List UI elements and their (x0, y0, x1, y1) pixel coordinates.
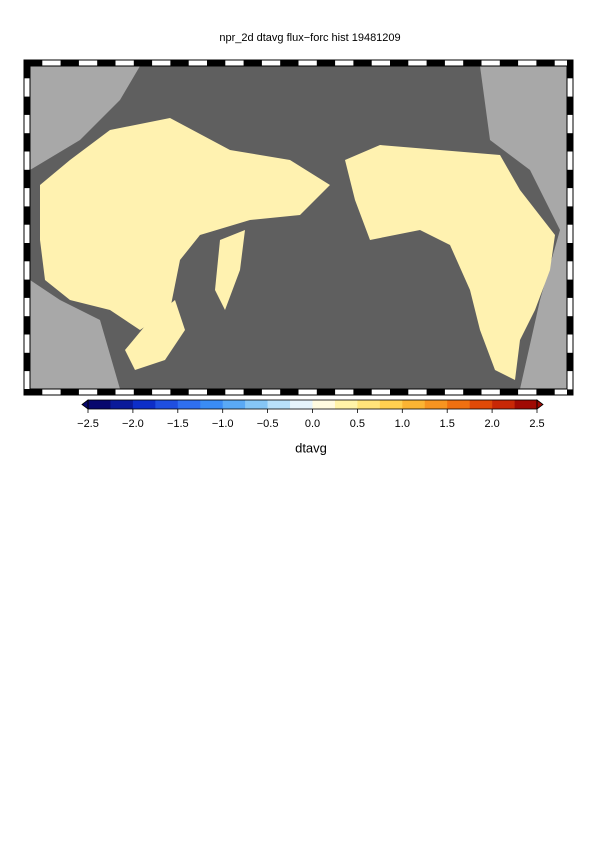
land-kamchatka (215, 230, 245, 310)
checker-cell (170, 389, 189, 395)
checker-cell (207, 60, 226, 66)
checker-cell (536, 60, 555, 66)
checker-cell (133, 389, 153, 395)
colorbar-swatch (402, 400, 426, 409)
checker-cell (280, 60, 299, 66)
colorbar-label: dtavg (295, 440, 327, 455)
colorbar-swatch (222, 400, 246, 409)
checker-cell (24, 60, 30, 79)
colorbar-swatch (514, 400, 538, 409)
map-title: npr_2d dtavg flux−forc hist 19481209 (219, 32, 400, 44)
checker-cell (390, 60, 409, 66)
checker-cell (316, 389, 336, 395)
colorbar-tick-label: 1.0 (395, 418, 410, 430)
land-japan (125, 300, 185, 370)
colorbar-swatch (110, 400, 134, 409)
colorbar-swatch (132, 400, 156, 409)
colorbar-swatch (424, 400, 448, 409)
colorbar-swatch (469, 400, 493, 409)
checker-cell (24, 316, 30, 335)
colorbar-swatch (200, 400, 223, 409)
colorbar-tick-label: 1.5 (440, 418, 455, 430)
colorbar-swatch (267, 400, 291, 409)
checker-cell (280, 389, 299, 395)
land-outside (30, 66, 140, 170)
checker-cell (97, 60, 116, 66)
colorbar-tick-label: 0.0 (305, 418, 320, 430)
checker-cell (463, 60, 482, 66)
colorbar-swatch (492, 400, 515, 409)
checker-cell (24, 389, 43, 395)
colorbar-swatch (177, 400, 201, 409)
checker-cell (243, 60, 262, 66)
checker-cell (567, 169, 573, 189)
colorbar-swatch (312, 400, 336, 409)
checker-cell (567, 352, 573, 372)
colorbar-swatch (290, 400, 313, 409)
checker-cell (567, 279, 573, 298)
checker-cell (243, 389, 262, 395)
land-outside (480, 66, 567, 389)
land-outside (30, 280, 120, 389)
checker-cell (353, 60, 372, 66)
colorbar-swatch (357, 400, 381, 409)
checker-cell (24, 169, 30, 189)
checker-cell (24, 133, 30, 152)
checker-cell (567, 389, 573, 395)
checker-cell (567, 96, 573, 115)
colorbar-tick-label: −0.5 (257, 418, 279, 430)
checker-cell (24, 279, 30, 298)
colorbar-tick-label: 2.5 (529, 418, 544, 430)
checker-cell (60, 389, 79, 395)
colorbar-tick-label: −2.5 (77, 418, 99, 430)
land-north-america (345, 145, 555, 380)
colorbar-swatch (447, 400, 470, 409)
checker-cell (567, 316, 573, 335)
checker-cell (353, 389, 372, 395)
checker-cell (499, 60, 519, 66)
checker-cell (24, 352, 30, 372)
checker-cell (24, 206, 30, 225)
checker-cell (316, 60, 336, 66)
checker-cell (133, 60, 153, 66)
colorbar-swatch (245, 400, 268, 409)
colorbar-swatch (155, 400, 179, 409)
frame-checker (24, 60, 573, 395)
land-asia (40, 118, 330, 330)
checker-cell (207, 389, 226, 395)
checker-cell (567, 206, 573, 225)
colorbar-tick-label: −1.5 (167, 418, 189, 430)
checker-cell (426, 389, 445, 395)
checker-cell (24, 389, 30, 395)
checker-cell (24, 96, 30, 115)
colorbar-tick-label: 0.5 (350, 418, 365, 430)
checker-cell (463, 389, 482, 395)
checker-cell (390, 389, 409, 395)
checker-cell (567, 60, 573, 79)
colorbar-swatch (379, 400, 403, 409)
colorbar: −2.5 −2.0 −1.5 −1.0 −0.5 0.0 0.5 1.0 1.5 2.0 2.5 (77, 399, 545, 430)
checker-cell (170, 60, 189, 66)
checker-cell (567, 133, 573, 152)
checker-cell (536, 389, 555, 395)
colorbar-tick-label: −2.0 (122, 418, 144, 430)
checker-cell (60, 60, 79, 66)
checker-cell (567, 243, 573, 262)
checker-cell (499, 389, 519, 395)
map-panel (23, 59, 574, 396)
checker-cell (24, 60, 43, 66)
checker-cell (24, 243, 30, 262)
colorbar-swatch (88, 400, 111, 409)
colorbar-swatch (334, 400, 358, 409)
checker-cell (97, 389, 116, 395)
colorbar-tick-label: −1.0 (212, 418, 234, 430)
checker-cell (426, 60, 445, 66)
colorbar-tick-label: 2.0 (484, 418, 499, 430)
